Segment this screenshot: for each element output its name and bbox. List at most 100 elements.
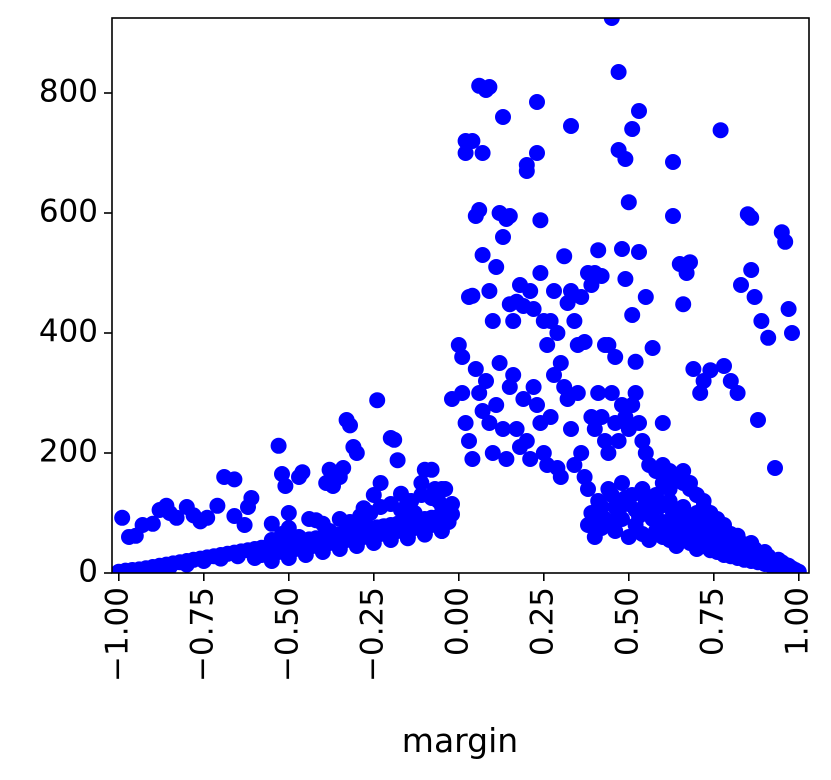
data-point-148 <box>743 262 760 278</box>
data-point-82 <box>505 313 522 329</box>
data-point-173 <box>505 367 522 383</box>
y-tick-label-4: 800 <box>39 74 98 110</box>
data-point-59 <box>450 337 467 353</box>
y-tick-label-1: 200 <box>39 434 98 470</box>
data-point-415 <box>280 538 297 555</box>
data-point-73 <box>481 283 498 299</box>
data-point-19 <box>243 490 260 506</box>
data-point-43 <box>372 475 389 491</box>
data-point-45 <box>386 431 403 448</box>
y-tick-label-0: 0 <box>78 554 98 590</box>
data-point-182 <box>535 445 552 461</box>
data-point-246 <box>661 493 678 509</box>
data-point-8 <box>168 509 185 526</box>
data-point-121 <box>617 271 634 287</box>
data-point-21 <box>270 437 287 454</box>
data-point-191 <box>566 457 583 473</box>
data-point-211 <box>634 433 651 449</box>
data-point-111 <box>590 242 607 259</box>
data-point-177 <box>518 433 535 449</box>
data-point-193 <box>573 445 590 461</box>
data-point-152 <box>760 329 777 346</box>
data-point-99 <box>552 355 569 371</box>
data-point-413 <box>246 545 263 562</box>
data-point-198 <box>590 385 607 401</box>
data-point-417 <box>314 537 331 554</box>
data-point-150 <box>750 412 766 428</box>
data-point-411 <box>212 550 229 567</box>
data-point-412 <box>229 548 246 565</box>
data-point-92 <box>532 212 549 229</box>
data-points <box>112 18 807 573</box>
data-point-190 <box>563 421 579 437</box>
data-point-93 <box>532 265 549 281</box>
data-point-96 <box>542 313 559 329</box>
data-point-192 <box>569 385 586 401</box>
data-point-149 <box>746 289 763 305</box>
data-point-115 <box>603 18 620 26</box>
data-point-101 <box>559 295 576 311</box>
data-point-165 <box>478 373 494 389</box>
data-point-250 <box>675 499 692 515</box>
data-point-157 <box>784 325 800 341</box>
data-point-176 <box>515 391 532 407</box>
data-point-421 <box>382 529 399 545</box>
data-point-212 <box>637 445 654 461</box>
data-point-125 <box>627 353 644 370</box>
y-axis-ticks: 0 200 400 600 800 <box>39 74 112 590</box>
data-point-131 <box>665 208 681 224</box>
data-point-444 <box>784 561 800 573</box>
data-point-20 <box>263 515 280 532</box>
x-tick-label-5: 0.25 <box>524 587 560 656</box>
data-point-423 <box>416 526 433 543</box>
data-point-167 <box>484 445 501 461</box>
data-point-127 <box>631 244 647 260</box>
x-tick-label-8: 1.00 <box>779 587 815 656</box>
data-point-24 <box>280 505 297 521</box>
x-tick-label-1: −0.75 <box>184 587 220 682</box>
data-point-232 <box>614 475 630 491</box>
data-point-60 <box>454 349 471 365</box>
data-point-106 <box>573 289 590 305</box>
data-point-140 <box>702 362 719 379</box>
data-point-430 <box>688 487 705 503</box>
data-point-204 <box>610 433 627 449</box>
data-point-159 <box>457 415 474 431</box>
x-tick-label-6: 0.50 <box>609 587 645 656</box>
data-point-120 <box>617 151 634 167</box>
data-point-216 <box>661 481 678 497</box>
data-point-114 <box>600 337 617 353</box>
data-point-409 <box>178 556 195 573</box>
plot-background <box>112 18 809 573</box>
data-point-144 <box>729 385 746 401</box>
data-point-200 <box>597 433 613 449</box>
data-point-141 <box>712 122 729 139</box>
x-axis-label: margin <box>402 721 518 760</box>
x-tick-label-7: 0.75 <box>694 587 730 656</box>
data-point-414 <box>263 542 280 559</box>
data-point-89 <box>525 301 542 317</box>
data-point-77 <box>495 109 511 125</box>
data-point-179 <box>525 379 542 395</box>
data-point-104 <box>566 313 583 329</box>
data-point-97 <box>546 283 562 299</box>
data-point-123 <box>624 121 641 137</box>
data-point-166 <box>481 415 498 431</box>
data-point-67 <box>471 202 488 218</box>
data-point-194 <box>576 469 593 485</box>
data-point-164 <box>474 403 491 419</box>
data-point-128 <box>637 289 654 305</box>
data-point-61 <box>457 145 474 161</box>
y-tick-label-3: 600 <box>39 194 98 230</box>
data-point-102 <box>563 118 579 134</box>
data-point-41 <box>365 487 382 503</box>
data-point-170 <box>495 421 511 437</box>
data-point-0 <box>114 509 131 526</box>
data-point-289 <box>614 511 630 527</box>
data-point-153 <box>767 460 783 476</box>
data-point-23 <box>277 478 294 494</box>
data-point-122 <box>620 194 637 211</box>
data-point-174 <box>508 421 525 437</box>
data-point-155 <box>777 233 794 250</box>
